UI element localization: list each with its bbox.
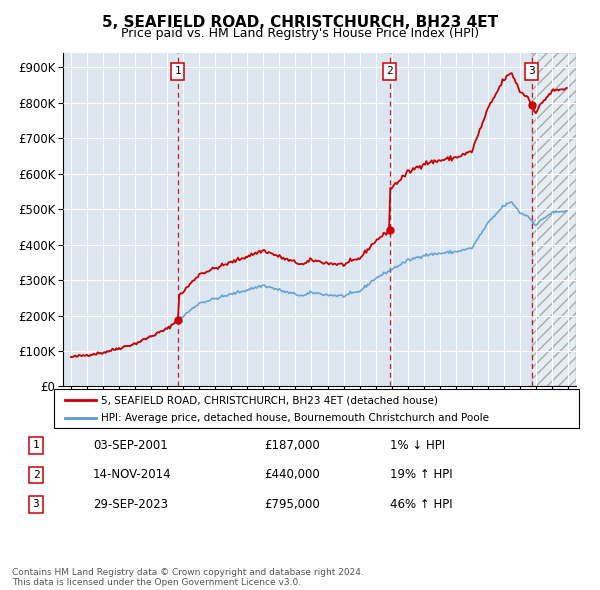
Text: Price paid vs. HM Land Registry's House Price Index (HPI): Price paid vs. HM Land Registry's House …: [121, 27, 479, 40]
Text: 1: 1: [175, 67, 181, 77]
Text: 2: 2: [386, 67, 393, 77]
Text: 19% ↑ HPI: 19% ↑ HPI: [390, 468, 452, 481]
FancyBboxPatch shape: [54, 389, 579, 428]
Text: 5, SEAFIELD ROAD, CHRISTCHURCH, BH23 4ET: 5, SEAFIELD ROAD, CHRISTCHURCH, BH23 4ET: [102, 15, 498, 30]
Text: 3: 3: [32, 500, 40, 509]
Text: 03-SEP-2001: 03-SEP-2001: [93, 439, 168, 452]
Text: £440,000: £440,000: [264, 468, 320, 481]
Text: 1% ↓ HPI: 1% ↓ HPI: [390, 439, 445, 452]
Text: 46% ↑ HPI: 46% ↑ HPI: [390, 498, 452, 511]
Text: 2: 2: [32, 470, 40, 480]
Text: 1: 1: [32, 441, 40, 450]
Text: This data is licensed under the Open Government Licence v3.0.: This data is licensed under the Open Gov…: [12, 578, 301, 587]
Text: 14-NOV-2014: 14-NOV-2014: [93, 468, 172, 481]
Text: HPI: Average price, detached house, Bournemouth Christchurch and Poole: HPI: Average price, detached house, Bour…: [101, 413, 489, 423]
Text: Contains HM Land Registry data © Crown copyright and database right 2024.: Contains HM Land Registry data © Crown c…: [12, 568, 364, 577]
Text: 3: 3: [529, 67, 535, 77]
Text: £795,000: £795,000: [264, 498, 320, 511]
Text: 5, SEAFIELD ROAD, CHRISTCHURCH, BH23 4ET (detached house): 5, SEAFIELD ROAD, CHRISTCHURCH, BH23 4ET…: [101, 395, 438, 405]
Text: 29-SEP-2023: 29-SEP-2023: [93, 498, 168, 511]
Text: £187,000: £187,000: [264, 439, 320, 452]
